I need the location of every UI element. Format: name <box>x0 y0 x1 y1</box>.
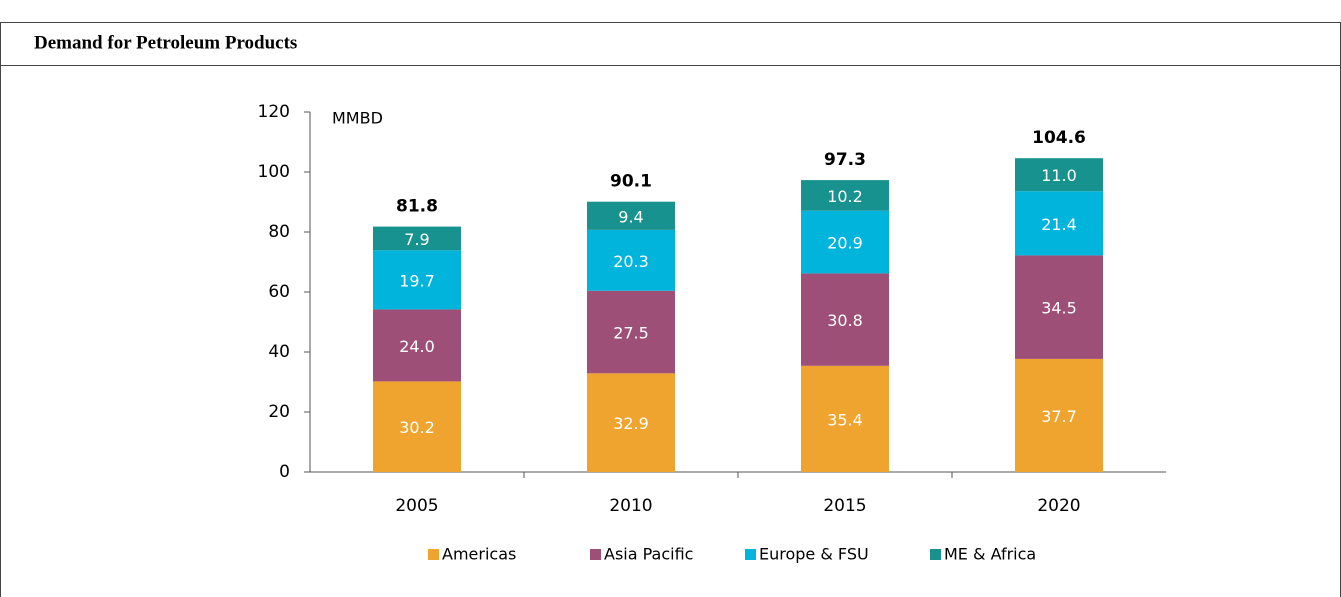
bar-segment <box>373 309 461 382</box>
segment-label: 21.4 <box>1041 215 1077 234</box>
y-tick-label: 120 <box>258 102 290 122</box>
total-label: 104.6 <box>1032 128 1086 148</box>
segment-label: 37.7 <box>1041 407 1077 426</box>
legend-swatch <box>590 549 601 560</box>
y-tick-label: 80 <box>268 222 290 242</box>
y-axis-label: MMBD <box>332 109 383 128</box>
x-tick-label: 2010 <box>609 496 652 516</box>
legend-label: Asia Pacific <box>604 545 693 564</box>
segment-label: 34.5 <box>1041 299 1077 318</box>
bar-segment <box>801 180 889 211</box>
legend-swatch <box>930 549 941 560</box>
y-tick-label: 20 <box>268 402 290 422</box>
segment-label: 24.0 <box>399 337 435 356</box>
bar-segment <box>373 250 461 310</box>
segment-label: 11.0 <box>1041 166 1077 185</box>
x-tick-label: 2015 <box>823 496 866 516</box>
bar-segment <box>587 373 675 472</box>
legend-label: ME & Africa <box>944 545 1036 564</box>
segment-label: 20.3 <box>613 252 649 271</box>
segment-label: 10.2 <box>827 187 863 206</box>
bar-segment <box>801 365 889 472</box>
total-label: 97.3 <box>824 150 866 170</box>
bar-segment <box>1015 158 1103 192</box>
segment-label: 35.4 <box>827 410 863 429</box>
legend-label: Europe & FSU <box>759 545 869 564</box>
total-label: 90.1 <box>610 172 652 192</box>
bar-segment <box>801 210 889 274</box>
bar-segment <box>801 273 889 366</box>
segment-label: 20.9 <box>827 234 863 253</box>
segment-label: 30.2 <box>399 418 435 437</box>
bar-segment <box>587 201 675 230</box>
segment-label: 30.8 <box>827 311 863 330</box>
y-tick-label: 100 <box>258 162 290 182</box>
bar-segment <box>587 229 675 291</box>
segment-label: 7.9 <box>404 230 429 249</box>
segment-label: 32.9 <box>613 414 649 433</box>
bar-segment <box>1015 358 1103 472</box>
bar-segment <box>373 381 461 472</box>
header-title: Demand for Petroleum Products <box>34 32 297 53</box>
x-tick-label: 2020 <box>1037 496 1080 516</box>
legend-swatch <box>428 549 439 560</box>
x-tick-label: 2005 <box>395 496 438 516</box>
y-tick-label: 40 <box>268 342 290 362</box>
legend-label: Americas <box>442 545 516 564</box>
y-tick-label: 60 <box>268 282 290 302</box>
segment-label: 9.4 <box>618 207 643 226</box>
bar-segment <box>587 290 675 374</box>
legend-swatch <box>745 549 756 560</box>
segment-label: 27.5 <box>613 324 649 343</box>
bar-segment <box>1015 191 1103 256</box>
total-label: 81.8 <box>396 197 438 217</box>
segment-label: 19.7 <box>399 271 435 290</box>
bar-segment <box>373 226 461 251</box>
bar-segment <box>1015 255 1103 359</box>
y-tick-label: 0 <box>279 462 290 482</box>
